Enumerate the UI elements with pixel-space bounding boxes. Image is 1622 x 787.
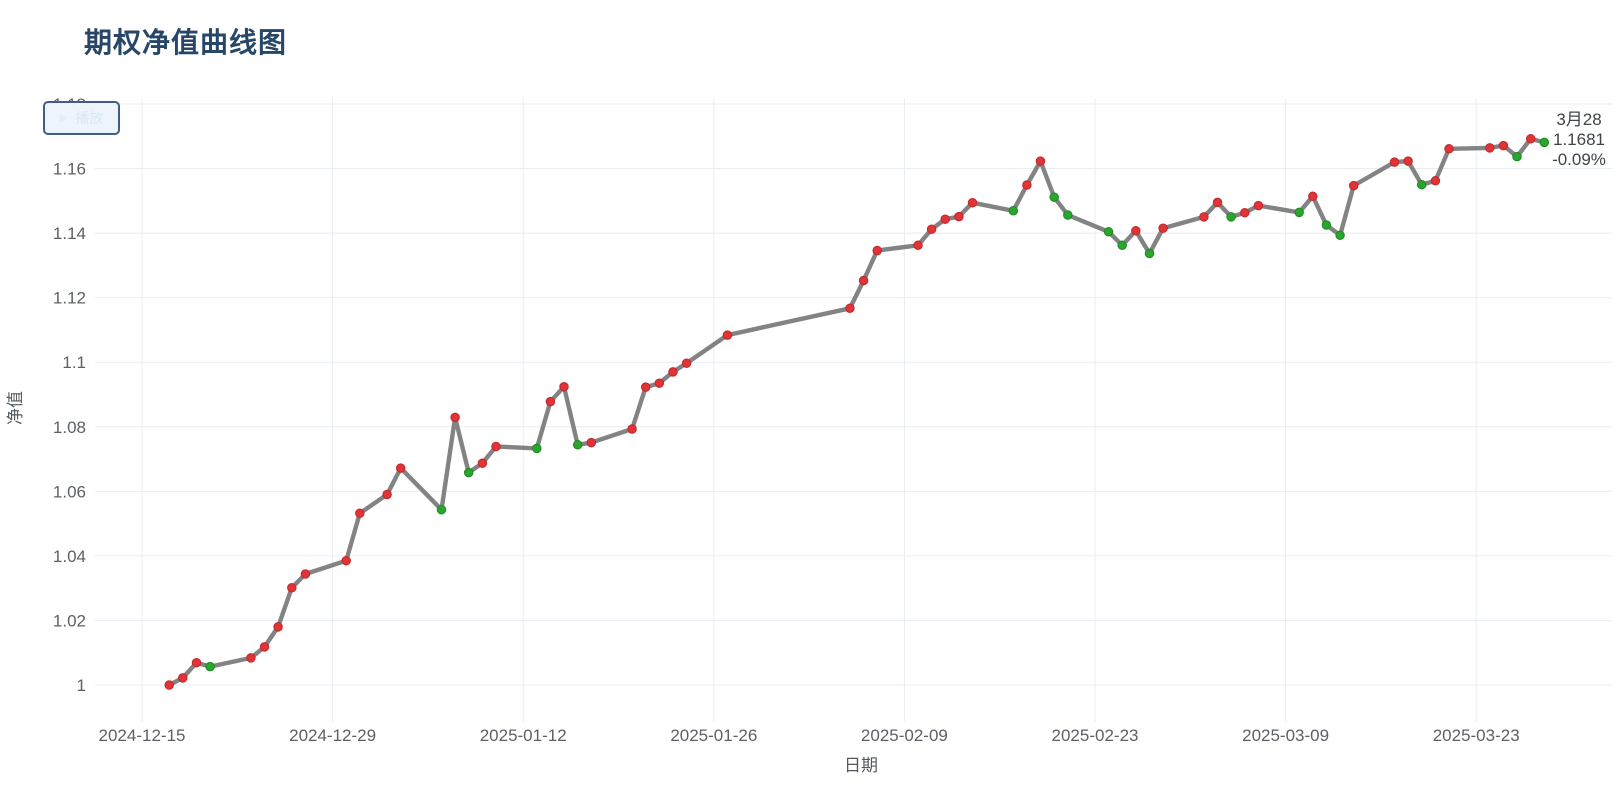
x-axis-tick-label: 2025-01-12: [480, 726, 567, 745]
data-point[interactable]: [1158, 223, 1168, 233]
data-point[interactable]: [1063, 210, 1073, 220]
data-point[interactable]: [287, 583, 297, 593]
data-point[interactable]: [355, 508, 365, 519]
y-axis-tick-label: 1.1: [62, 353, 86, 372]
data-point[interactable]: [395, 463, 406, 473]
y-axis-tick-label: 1.08: [53, 418, 86, 437]
data-point[interactable]: [450, 412, 460, 423]
data-point[interactable]: [300, 569, 311, 579]
data-point[interactable]: [668, 367, 678, 377]
play-button[interactable]: ▶ 播放: [43, 101, 120, 135]
data-point[interactable]: [1199, 212, 1209, 222]
page-title: 期权净值曲线图: [84, 27, 288, 58]
y-axis-tick-label: 1.12: [53, 289, 86, 308]
data-point[interactable]: [1539, 137, 1550, 148]
data-point[interactable]: [586, 437, 597, 448]
data-point[interactable]: [1335, 230, 1345, 241]
data-point[interactable]: [1212, 197, 1223, 208]
x-axis-tick-label: 2025-01-26: [670, 726, 757, 745]
data-point[interactable]: [872, 245, 882, 256]
data-point[interactable]: [1131, 226, 1141, 236]
data-point[interactable]: [463, 467, 474, 478]
y-axis-tick-label: 1.14: [53, 224, 86, 243]
annotation-change: -0.09%: [1552, 150, 1606, 169]
x-axis-tick-label: 2025-02-09: [861, 726, 948, 745]
data-point[interactable]: [1416, 179, 1427, 190]
data-point[interactable]: [477, 458, 488, 468]
data-point[interactable]: [1226, 212, 1236, 222]
data-point[interactable]: [273, 622, 283, 632]
data-point[interactable]: [1512, 151, 1522, 162]
data-point[interactable]: [845, 303, 855, 314]
data-point[interactable]: [681, 358, 692, 368]
x-axis-tick-label: 2025-03-09: [1242, 726, 1329, 745]
data-point[interactable]: [1308, 191, 1318, 202]
data-point[interactable]: [640, 382, 651, 392]
data-point[interactable]: [178, 673, 188, 683]
data-point[interactable]: [545, 396, 556, 407]
annotation-value: 1.1681: [1553, 130, 1605, 149]
data-point[interactable]: [382, 489, 392, 500]
last-point-annotation: 3月28 1.1681 -0.09%: [1540, 110, 1618, 170]
data-point[interactable]: [341, 555, 351, 566]
data-point[interactable]: [1117, 240, 1127, 251]
x-axis-tick-label: 2025-02-23: [1052, 726, 1139, 745]
data-point[interactable]: [940, 214, 950, 224]
netvalue-line: [167, 136, 1547, 688]
play-icon: ▶: [59, 111, 69, 124]
data-point[interactable]: [259, 642, 270, 652]
y-axis-tick-label: 1.16: [53, 160, 86, 179]
data-point[interactable]: [491, 441, 501, 452]
data-point[interactable]: [1444, 144, 1454, 154]
data-point[interactable]: [1240, 207, 1250, 218]
play-button-label: 播放: [75, 110, 104, 126]
y-axis-title: 净值: [6, 391, 25, 425]
y-axis-tick-label: 1.06: [53, 482, 86, 501]
x-axis-title: 日期: [844, 756, 878, 775]
data-point[interactable]: [1403, 156, 1413, 166]
data-point[interactable]: [572, 440, 583, 450]
y-axis-tick-label: 1.04: [53, 547, 86, 566]
data-point[interactable]: [926, 224, 937, 234]
data-point[interactable]: [164, 680, 174, 690]
data-point[interactable]: [1525, 134, 1536, 144]
x-axis-tick-label: 2025-03-23: [1433, 726, 1520, 745]
data-point[interactable]: [205, 661, 215, 672]
x-axis-tick-label: 2024-12-29: [289, 726, 376, 745]
x-axis-tick-label: 2024-12-15: [99, 726, 186, 745]
data-point[interactable]: [1144, 248, 1155, 259]
data-point[interactable]: [654, 378, 665, 388]
y-axis-tick-label: 1: [77, 676, 86, 695]
data-point[interactable]: [1498, 140, 1509, 151]
data-point[interactable]: [954, 211, 964, 222]
data-point[interactable]: [559, 381, 569, 392]
data-point[interactable]: [1022, 180, 1032, 190]
data-point[interactable]: [1253, 200, 1264, 211]
data-point[interactable]: [627, 424, 637, 434]
data-point[interactable]: [1035, 156, 1046, 166]
data-point[interactable]: [1348, 180, 1359, 191]
data-point[interactable]: [246, 653, 256, 663]
data-point[interactable]: [1008, 206, 1019, 216]
data-point[interactable]: [858, 275, 869, 286]
annotation-date: 3月28: [1556, 110, 1602, 129]
data-point[interactable]: [967, 197, 978, 208]
data-point[interactable]: [1103, 227, 1114, 237]
data-point[interactable]: [191, 657, 202, 668]
data-point[interactable]: [1294, 207, 1304, 218]
data-point[interactable]: [722, 330, 733, 340]
data-point[interactable]: [1049, 192, 1059, 202]
data-point[interactable]: [1321, 220, 1332, 230]
data-point[interactable]: [1485, 143, 1495, 153]
data-point[interactable]: [1389, 157, 1400, 167]
data-point[interactable]: [913, 240, 923, 251]
data-point[interactable]: [1430, 176, 1441, 186]
y-axis-tick-label: 1.02: [53, 611, 86, 630]
data-point[interactable]: [436, 504, 447, 515]
data-point[interactable]: [532, 443, 542, 454]
